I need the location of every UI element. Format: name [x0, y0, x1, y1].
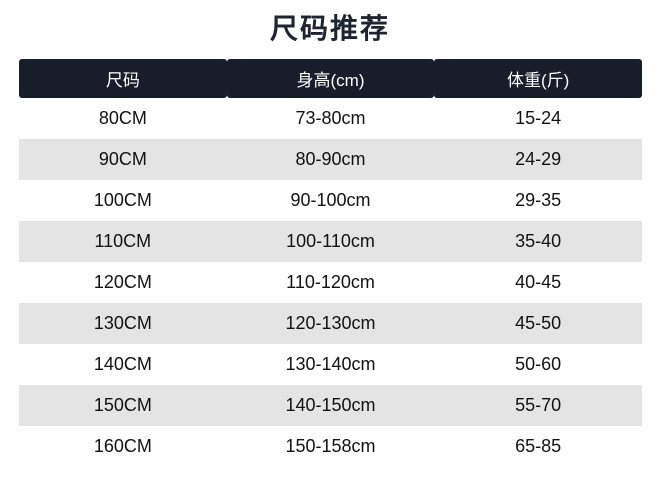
weight-cell: 29-35	[515, 190, 562, 210]
size-cell: 130CM	[93, 313, 152, 333]
size-cell: 160CM	[93, 436, 152, 456]
height-cell: 130-140cm	[285, 354, 376, 374]
table-row: 160CM 150-158cm 65-85	[19, 426, 642, 467]
weight-cell: 15-24	[515, 108, 562, 128]
height-cell: 73-80cm	[295, 108, 366, 128]
height-cell: 120-130cm	[285, 313, 376, 333]
height-cell: 100-110cm	[286, 231, 375, 251]
column-header-height: 身高(cm)	[226, 59, 435, 98]
size-cell: 80CM	[98, 108, 147, 128]
page-title: 尺码推荐	[269, 13, 390, 44]
size-cell: 120CM	[93, 272, 152, 292]
table-row: 80CM 73-80cm 15-24	[19, 98, 642, 139]
table-row: 100CM 90-100cm 29-35	[19, 180, 642, 221]
weight-cell: 24-29	[515, 149, 562, 169]
height-cell: 90-100cm	[290, 190, 371, 210]
table-row: 110CM 100-110cm 35-40	[19, 221, 642, 262]
table-row: 130CM 120-130cm 45-50	[19, 303, 642, 344]
weight-cell: 50-60	[515, 354, 562, 374]
size-cell: 150CM	[93, 395, 152, 415]
weight-cell: 45-50	[515, 313, 562, 333]
size-cell: 140CM	[93, 354, 152, 374]
size-cell: 90CM	[98, 149, 147, 169]
weight-cell: 65-85	[515, 436, 562, 456]
size-cell: 100CM	[93, 190, 152, 210]
table-row: 90CM 80-90cm 24-29	[19, 139, 642, 180]
table-row: 150CM 140-150cm 55-70	[19, 385, 642, 426]
column-header-size: 尺码	[19, 59, 227, 98]
weight-cell: 35-40	[515, 231, 562, 251]
weight-cell: 40-45	[515, 272, 562, 292]
height-cell: 140-150cm	[285, 395, 376, 415]
column-header-weight: 体重(斤)	[434, 59, 643, 98]
table-body: 80CM 73-80cm 15-24 90CM 80-90cm 24-29 100CM 90-…	[19, 98, 642, 467]
weight-cell: 55-70	[515, 395, 562, 415]
height-cell: 110-120cm	[286, 272, 375, 292]
size-cell: 110CM	[94, 231, 152, 251]
table-row: 140CM 130-140cm 50-60	[19, 344, 642, 385]
height-cell: 150-158cm	[285, 436, 376, 456]
height-cell: 80-90cm	[295, 149, 366, 169]
size-table: 尺码 身高(cm) 体重(斤) 80CM 73-80cm 15-24 90CM 80-9…	[19, 59, 643, 467]
table-row: 120CM 110-120cm 40-45	[19, 262, 642, 303]
table-header-row: 尺码 身高(cm) 体重(斤)	[19, 59, 643, 98]
